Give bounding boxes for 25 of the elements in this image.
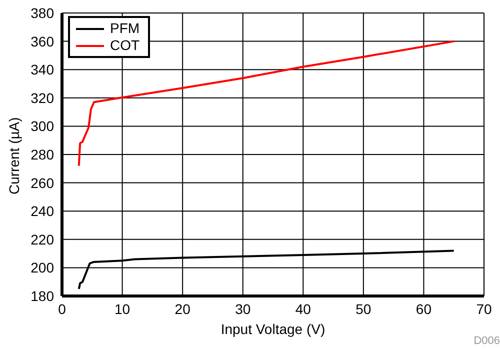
line-series: [78, 40, 455, 167]
y-tick-label: 380: [30, 4, 54, 21]
y-tick-label: 220: [30, 231, 54, 248]
x-axis-title: Input Voltage (V): [220, 321, 326, 337]
x-tick-label: 40: [295, 300, 312, 317]
x-tick-label: 50: [356, 300, 372, 317]
x-tick-label: 0: [58, 300, 66, 317]
x-tick-label: 30: [235, 300, 251, 317]
y-tick-label: 240: [30, 203, 54, 220]
x-tick-label: 60: [416, 300, 432, 317]
x-tick-label: 70: [476, 300, 492, 317]
y-tick-label: 320: [30, 90, 54, 106]
y-tick-label: 280: [30, 146, 54, 162]
y-axis-title: Current (µA): [6, 117, 22, 194]
y-tick-label: 300: [30, 118, 54, 134]
y-tick-label: 260: [30, 174, 54, 191]
text: D006: [474, 335, 500, 347]
y-tick-label: 180: [30, 288, 54, 304]
x-tick-label: 20: [174, 300, 191, 317]
y-tick-label: 360: [30, 33, 54, 50]
legend-label: PFM: [110, 20, 140, 37]
x-tick-label: 10: [114, 300, 130, 317]
y-tick-label: 340: [30, 62, 54, 78]
legend-label: COT: [110, 37, 140, 54]
y-tick-label: 200: [30, 260, 54, 276]
